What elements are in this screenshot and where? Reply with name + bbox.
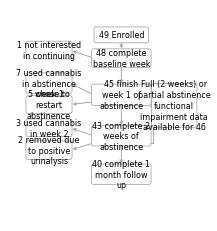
Text: 1 not interested
in continuing: 1 not interested in continuing xyxy=(17,41,81,61)
FancyBboxPatch shape xyxy=(26,74,72,94)
Text: 5 chose to
restart
abstinence: 5 chose to restart abstinence xyxy=(27,90,71,120)
FancyBboxPatch shape xyxy=(92,164,151,185)
FancyBboxPatch shape xyxy=(92,85,151,106)
FancyBboxPatch shape xyxy=(94,28,149,44)
FancyBboxPatch shape xyxy=(26,141,72,160)
FancyBboxPatch shape xyxy=(92,50,151,68)
FancyBboxPatch shape xyxy=(26,119,72,137)
Text: 2 removed due
to positive
urinalysis: 2 removed due to positive urinalysis xyxy=(18,135,80,166)
Text: 48 complete
baseline week: 48 complete baseline week xyxy=(93,49,150,69)
Text: 49 Enrolled: 49 Enrolled xyxy=(99,31,144,40)
Text: Full (2 weeks) or
partial abstinence
functional
impairment data
available for 46: Full (2 weeks) or partial abstinence fun… xyxy=(138,80,211,132)
FancyBboxPatch shape xyxy=(26,42,72,60)
Text: 7 used cannabis
in abstinence
week 1: 7 used cannabis in abstinence week 1 xyxy=(16,69,82,99)
Text: 40 complete 1
month follow
up: 40 complete 1 month follow up xyxy=(92,159,150,190)
Text: 3 used cannabis
in week 2: 3 used cannabis in week 2 xyxy=(16,118,82,138)
FancyBboxPatch shape xyxy=(152,84,197,128)
Text: 43 complete 2
weeks of
abstinence: 43 complete 2 weeks of abstinence xyxy=(92,121,150,151)
FancyBboxPatch shape xyxy=(92,126,151,146)
FancyBboxPatch shape xyxy=(26,96,72,114)
Text: 45 finish
week 1 of
abstinence: 45 finish week 1 of abstinence xyxy=(99,80,143,110)
